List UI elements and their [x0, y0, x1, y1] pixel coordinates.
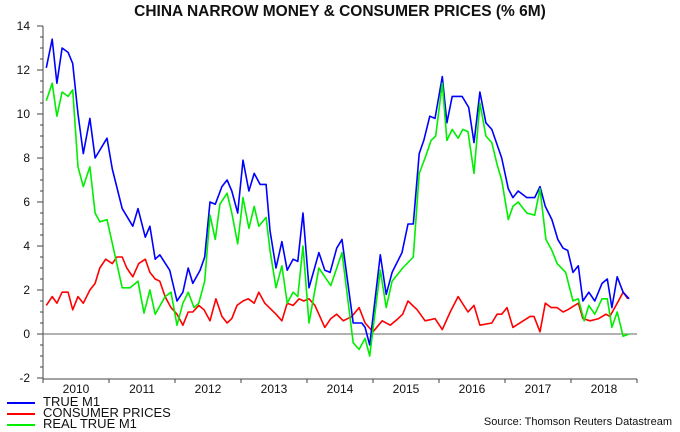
series-line-true-m1: [45, 38, 630, 346]
x-tick-label: 2015: [393, 382, 420, 396]
x-tick-label: 2014: [327, 382, 354, 396]
legend-label-real-true-m1: REAL TRUE M1: [43, 416, 137, 431]
series-line-consumer-prices: [45, 256, 629, 333]
x-tick-label: 2010: [63, 382, 90, 396]
x-tick-label: 2018: [591, 382, 618, 396]
legend-swatch-consumer-prices: [7, 413, 35, 415]
legend-label-consumer-prices: CONSUMER PRICES: [43, 405, 171, 420]
y-tick-label: 12: [17, 63, 31, 77]
legend-swatch-true-m1: [7, 402, 35, 404]
x-tick-label: 2012: [195, 382, 222, 396]
y-tick-label: 8: [23, 151, 30, 165]
x-tick-label: 2016: [459, 382, 486, 396]
x-tick-label: 2011: [129, 382, 155, 396]
y-tick-label: 0: [23, 327, 30, 341]
legend-label-true-m1: TRUE M1: [43, 394, 101, 409]
y-tick-label: 10: [17, 107, 31, 121]
source-note: Source: Thomson Reuters Datastream: [483, 416, 672, 428]
y-tick-label: 4: [23, 239, 30, 253]
y-tick-label: 6: [23, 195, 30, 209]
x-tick-label: 2013: [261, 382, 288, 396]
y-tick-label: -2: [19, 371, 30, 385]
chart-title: CHINA NARROW MONEY & CONSUMER PRICES (% …: [134, 3, 546, 20]
y-tick-label: 2: [23, 283, 30, 297]
legend-swatch-real-true-m1: [7, 424, 35, 426]
series-line-real-true-m1: [45, 82, 630, 357]
x-tick-label: 2017: [525, 382, 552, 396]
y-tick-label: 14: [17, 19, 31, 33]
